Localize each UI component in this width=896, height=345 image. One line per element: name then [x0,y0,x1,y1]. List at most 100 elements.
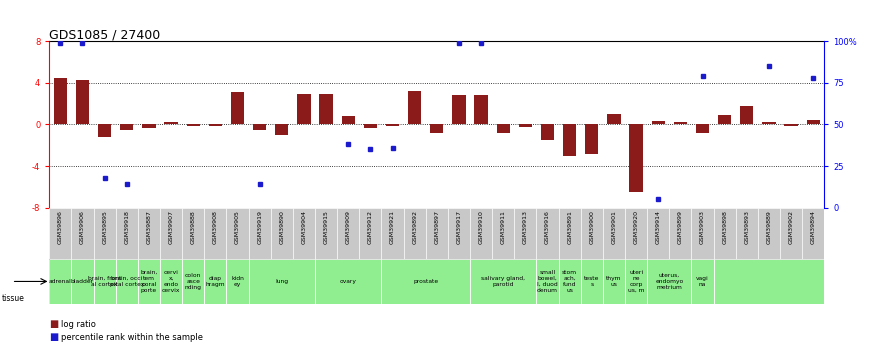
Text: percentile rank within the sample: percentile rank within the sample [61,333,202,342]
Bar [806,120,820,125]
Bar [496,125,510,133]
Bar [603,259,625,304]
Bar [669,208,692,259]
Text: GSM39910: GSM39910 [478,210,484,244]
Bar [386,125,399,126]
Bar [315,208,337,259]
Bar [625,259,647,304]
Bar [651,121,665,125]
Bar [293,208,315,259]
Bar [558,259,581,304]
Bar [359,208,382,259]
Text: ■: ■ [49,319,58,329]
Bar [780,208,802,259]
Bar [227,259,248,304]
Text: GSM39901: GSM39901 [611,210,616,244]
Text: GSM39893: GSM39893 [745,210,749,244]
Bar [740,106,754,125]
Text: GSM39920: GSM39920 [633,210,639,244]
Text: adrenal: adrenal [49,279,72,284]
Text: GSM39918: GSM39918 [125,210,129,244]
Bar [204,208,227,259]
Text: GSM39894: GSM39894 [811,210,815,244]
Bar [736,208,758,259]
Bar [713,259,824,304]
Bar [558,208,581,259]
Text: thym
us: thym us [607,276,622,287]
Text: brain,
tem
poral
porte: brain, tem poral porte [141,270,158,293]
Text: lung: lung [275,279,289,284]
Bar [116,259,138,304]
Text: GSM39896: GSM39896 [58,210,63,244]
Text: GSM39899: GSM39899 [678,210,683,244]
Bar [448,208,470,259]
Bar [470,208,492,259]
Text: GDS1085 / 27400: GDS1085 / 27400 [49,28,160,41]
Text: GSM39917: GSM39917 [456,210,461,244]
Text: salivary gland,
parotid: salivary gland, parotid [481,276,525,287]
Bar [253,125,266,130]
Bar [625,208,647,259]
Bar [76,80,89,125]
Bar [98,125,111,137]
Text: GSM39890: GSM39890 [280,210,284,244]
Bar [315,259,382,304]
Text: cervi
x,
endo
cervix: cervi x, endo cervix [162,270,180,293]
Bar [470,259,537,304]
Bar [227,208,248,259]
Bar [692,208,713,259]
Bar [49,259,72,304]
Text: GSM39895: GSM39895 [102,210,108,244]
Text: GSM39915: GSM39915 [323,210,329,244]
Text: uterus,
endomyo
metrium: uterus, endomyo metrium [655,273,684,290]
Bar [563,125,576,156]
Bar [519,125,532,127]
Text: GSM39902: GSM39902 [788,210,794,244]
Text: GSM39900: GSM39900 [590,210,594,244]
Bar [718,115,731,125]
Bar [408,91,421,125]
Text: stom
ach,
fund
us: stom ach, fund us [562,270,577,293]
Bar [116,208,138,259]
Bar [514,208,537,259]
Text: GSM39891: GSM39891 [567,210,573,244]
Bar [607,114,621,125]
Bar [49,208,72,259]
Bar [603,208,625,259]
Text: GSM39921: GSM39921 [390,210,395,244]
Bar [72,259,93,304]
Text: GSM39912: GSM39912 [368,210,373,244]
Text: GSM39919: GSM39919 [257,210,263,244]
Bar [186,125,200,126]
Bar [160,208,182,259]
Bar [120,125,134,130]
Bar [204,259,227,304]
Text: GSM39903: GSM39903 [700,210,705,244]
Text: GSM39909: GSM39909 [346,210,350,244]
Text: GSM39906: GSM39906 [80,210,85,244]
Bar [138,208,160,259]
Bar [537,259,558,304]
Text: GSM39904: GSM39904 [301,210,306,244]
Bar [165,122,177,125]
Bar [537,208,558,259]
Text: GSM39889: GSM39889 [766,210,771,244]
Bar [762,122,776,125]
Bar [93,208,116,259]
Text: GSM39887: GSM39887 [146,210,151,244]
Bar [430,125,444,133]
Bar [475,96,487,125]
Text: GSM39888: GSM39888 [191,210,195,244]
Bar [541,125,554,140]
Bar [581,259,603,304]
Bar [647,259,692,304]
Text: uteri
ne
corp
us, m: uteri ne corp us, m [628,270,644,293]
Bar [581,208,603,259]
Text: prostate: prostate [413,279,438,284]
Bar [160,259,182,304]
Text: teste
s: teste s [584,276,599,287]
Bar [630,125,642,192]
Bar [209,125,222,126]
Text: brain, occi
pital cortex: brain, occi pital cortex [109,276,144,287]
Bar [248,208,271,259]
